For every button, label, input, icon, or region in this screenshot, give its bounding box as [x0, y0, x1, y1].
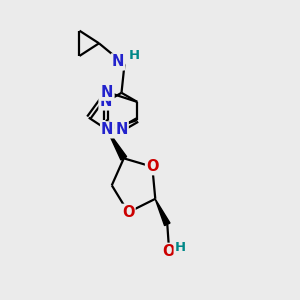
Text: H: H — [175, 241, 186, 254]
Text: O: O — [163, 244, 175, 259]
Text: N: N — [115, 122, 128, 137]
Text: N: N — [100, 94, 112, 110]
Text: N: N — [112, 54, 124, 69]
Text: O: O — [146, 159, 158, 174]
Text: O: O — [122, 205, 134, 220]
Polygon shape — [107, 130, 127, 160]
Polygon shape — [155, 199, 170, 226]
Text: N: N — [101, 122, 113, 137]
Text: H: H — [128, 50, 140, 62]
Text: N: N — [101, 85, 113, 100]
